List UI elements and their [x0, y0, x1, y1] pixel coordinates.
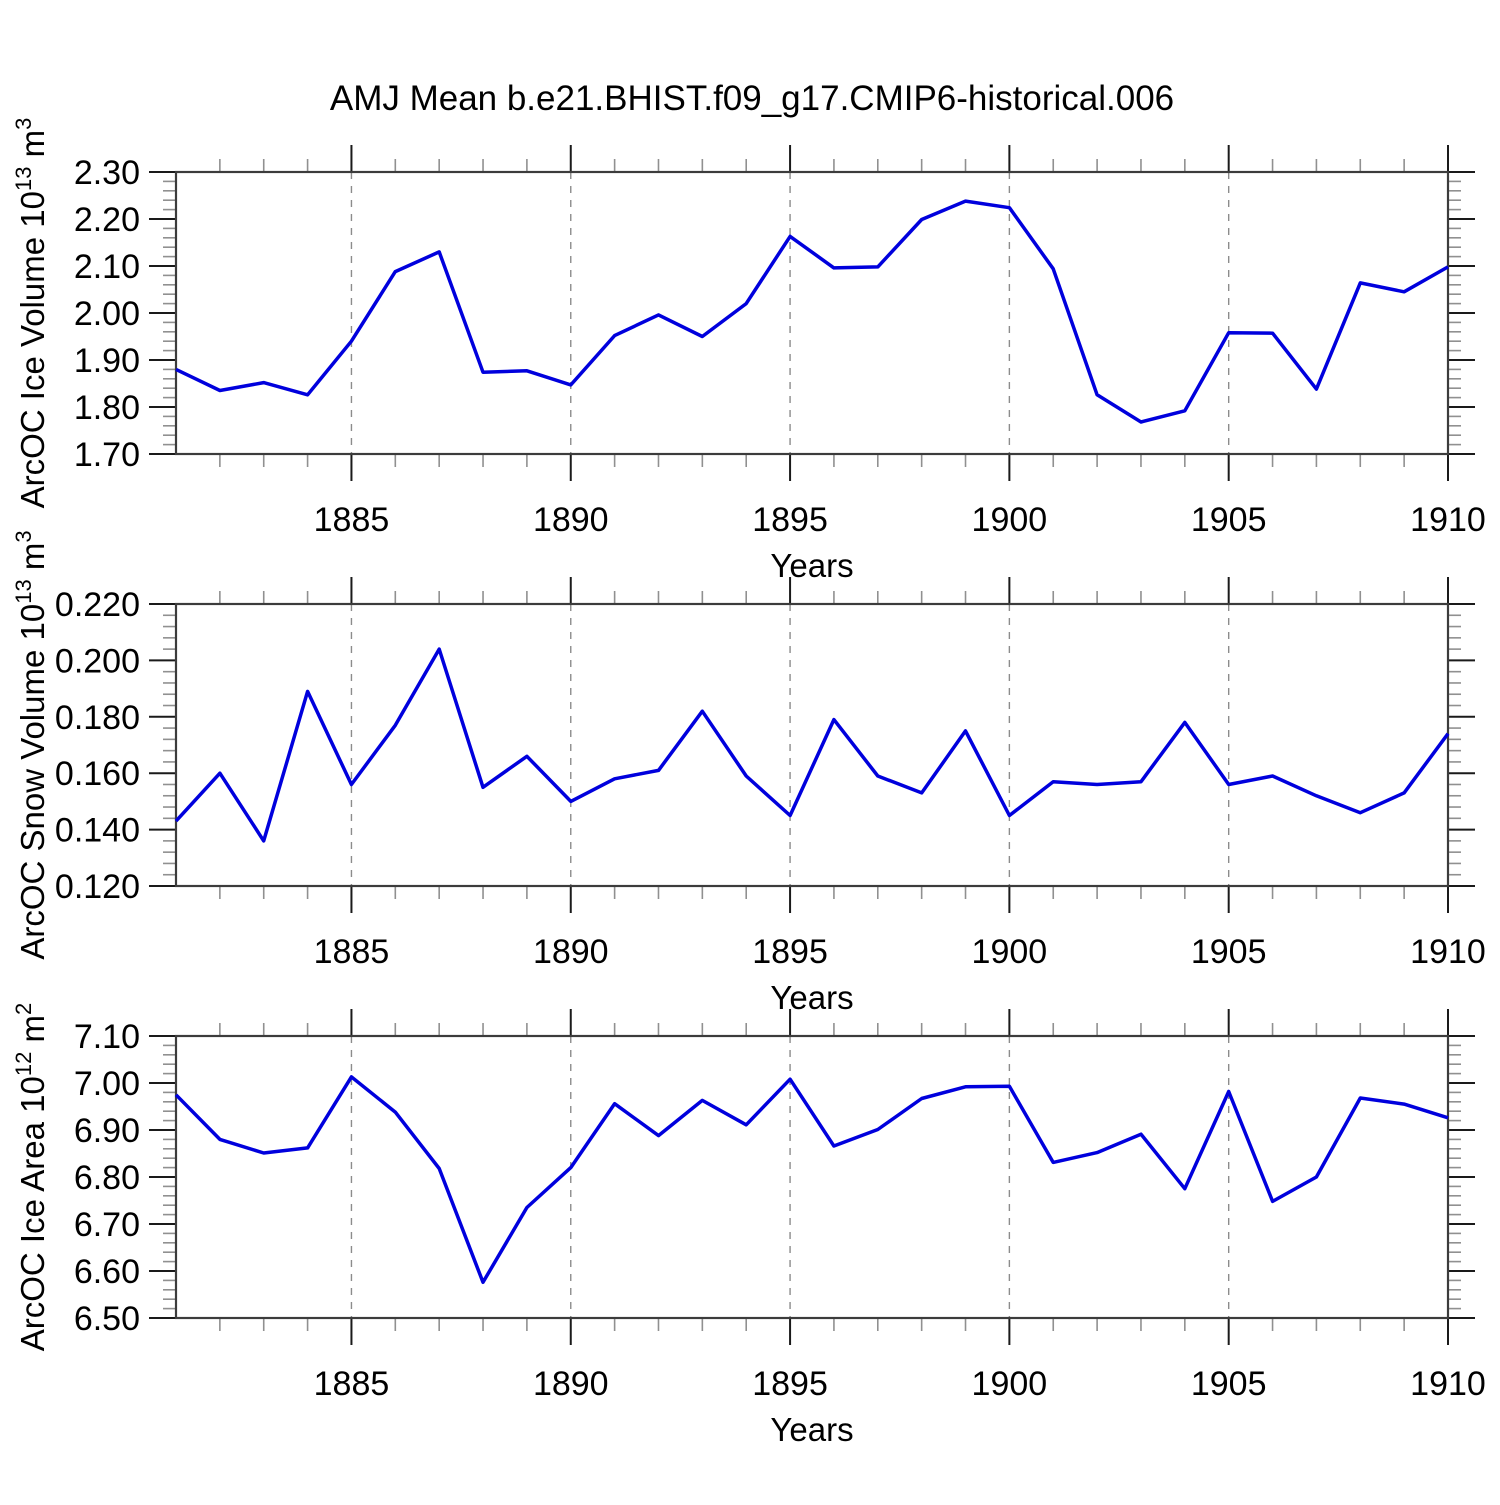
y-axis-label: ArcOC Ice Area 1012 m2	[11, 1003, 51, 1352]
y-tick-label: 7.00	[74, 1065, 140, 1103]
series-line	[175, 199, 1449, 424]
x-tick-label: 1885	[314, 933, 390, 971]
y-tick-label: 2.30	[74, 154, 140, 192]
x-tick-label: 1905	[1191, 1365, 1267, 1403]
y-tick-label: 0.120	[55, 868, 140, 906]
y-tick-label: 0.180	[55, 699, 140, 737]
x-tick-label: 1895	[752, 933, 828, 971]
y-tick-label: 1.90	[74, 342, 140, 380]
y-tick-label: 2.10	[74, 248, 140, 286]
y-tick-label: 7.10	[74, 1018, 140, 1056]
plot-frame	[174, 602, 1450, 888]
x-axis-label: Years	[770, 547, 853, 584]
x-tick-label: 1900	[972, 1365, 1048, 1403]
x-tick-label: 1905	[1191, 933, 1267, 971]
x-tick-label: 1890	[533, 501, 609, 539]
y-tick-label: 6.60	[74, 1253, 140, 1291]
panel-snow-volume: 1885 1890 1895 1900 1905 1910 0.220 0.200 0.180 0…	[11, 530, 1486, 1016]
x-axis-label: Years	[770, 979, 853, 1016]
plot-frame	[174, 1034, 1450, 1320]
y-axis-label: ArcOC Snow Volume 1013 m3	[11, 530, 51, 959]
series-line	[174, 647, 1450, 843]
x-tick-label: 1890	[533, 933, 609, 971]
y-tick-label: 0.140	[55, 812, 140, 850]
x-tick-label: 1885	[314, 501, 390, 539]
y-tick-label: 1.80	[74, 389, 140, 427]
x-tick-label: 1895	[752, 1365, 828, 1403]
x-tick-label: 1900	[972, 933, 1048, 971]
x-tick-label: 1910	[1410, 1365, 1486, 1403]
x-tick-label: 1900	[972, 501, 1048, 539]
chart-title: AMJ Mean b.e21.BHIST.f09_g17.CMIP6-histo…	[330, 79, 1174, 118]
y-axis-label: ArcOC Ice Volume 1013 m3	[11, 118, 51, 509]
y-tick-label: 6.70	[74, 1206, 140, 1244]
y-tick-label: 0.200	[55, 642, 140, 680]
x-tick-label: 1910	[1410, 501, 1486, 539]
x-tick-label: 1910	[1410, 933, 1486, 971]
y-tick-label: 6.50	[74, 1300, 140, 1338]
series-line	[174, 1075, 1449, 1285]
panel-ice-volume: 1885 1890 1895 1900 1905 1910 2.30 2.20 2.10 2.00…	[11, 118, 1486, 584]
x-tick-label: 1890	[533, 1365, 609, 1403]
y-tick-label: 6.90	[74, 1112, 140, 1150]
y-tick-label: 0.220	[55, 586, 140, 624]
plot-frame	[174, 170, 1450, 456]
y-tick-label: 6.80	[74, 1159, 140, 1197]
y-tick-label: 2.00	[74, 295, 140, 333]
x-tick-label: 1895	[752, 501, 828, 539]
y-tick-label: 2.20	[74, 201, 140, 239]
y-tick-label: 1.70	[74, 436, 140, 474]
x-tick-label: 1905	[1191, 501, 1267, 539]
panel-ice-area: 1885 1890 1895 1900 1905 1910 7.10 7.00 6.90 6.80…	[11, 1003, 1486, 1448]
x-axis-label: Years	[770, 1411, 853, 1448]
x-tick-label: 1885	[314, 1365, 390, 1403]
y-tick-label: 0.160	[55, 755, 140, 793]
